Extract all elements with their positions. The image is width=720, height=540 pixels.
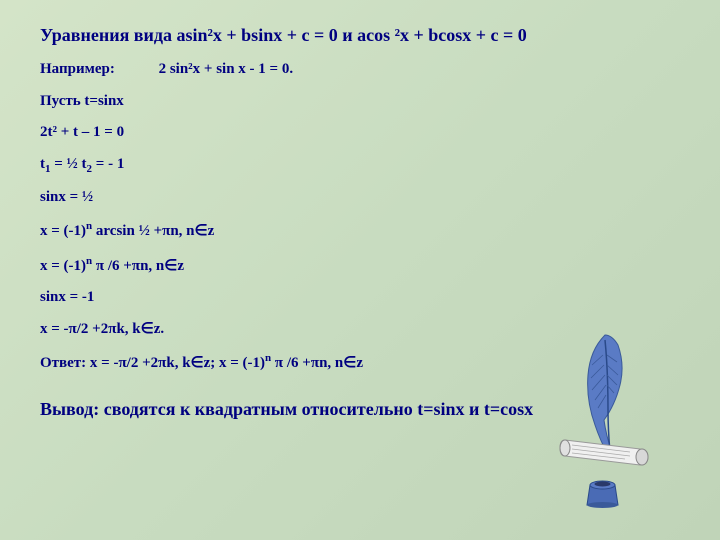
sinx-half-line: sinx = ½ bbox=[40, 188, 680, 208]
solution-pi6-line: x = (-1)n π /6 +πn, n∈z bbox=[40, 254, 680, 277]
t2-part: = - 1 bbox=[92, 156, 124, 172]
equation-title: Уравнения вида asin²x + bsinx + c = 0 и … bbox=[40, 25, 680, 46]
example-line: Например: 2 sin²x + sin x - 1 = 0. bbox=[40, 60, 680, 80]
sol2-a: x = (-1) bbox=[40, 258, 86, 274]
answer-b: π /6 +πn, n∈z bbox=[271, 355, 363, 371]
sol1-b: arcsin ½ +πn, n∈z bbox=[92, 223, 214, 239]
example-equation: 2 sin²x + sin x - 1 = 0. bbox=[159, 61, 294, 77]
roots-line: t1 = ½ t2 = - 1 bbox=[40, 155, 680, 176]
substitution-line: Пусть t=sinx bbox=[40, 92, 680, 112]
t1-part-b: = ½ t bbox=[51, 156, 87, 172]
solution-arcsin-line: x = (-1)n arcsin ½ +πn, n∈z bbox=[40, 219, 680, 242]
sinx-neg1-line: sinx = -1 bbox=[40, 288, 680, 308]
quadratic-line: 2t² + t – 1 = 0 bbox=[40, 123, 680, 143]
sol2-b: π /6 +πn, n∈z bbox=[92, 258, 184, 274]
answer-a: Ответ: x = -π/2 +2πk, k∈z; x = (-1) bbox=[40, 355, 265, 371]
inkwell-icon bbox=[580, 470, 625, 510]
sol1-a: x = (-1) bbox=[40, 223, 86, 239]
example-label: Например: bbox=[40, 61, 115, 77]
decoration-container bbox=[530, 330, 670, 520]
